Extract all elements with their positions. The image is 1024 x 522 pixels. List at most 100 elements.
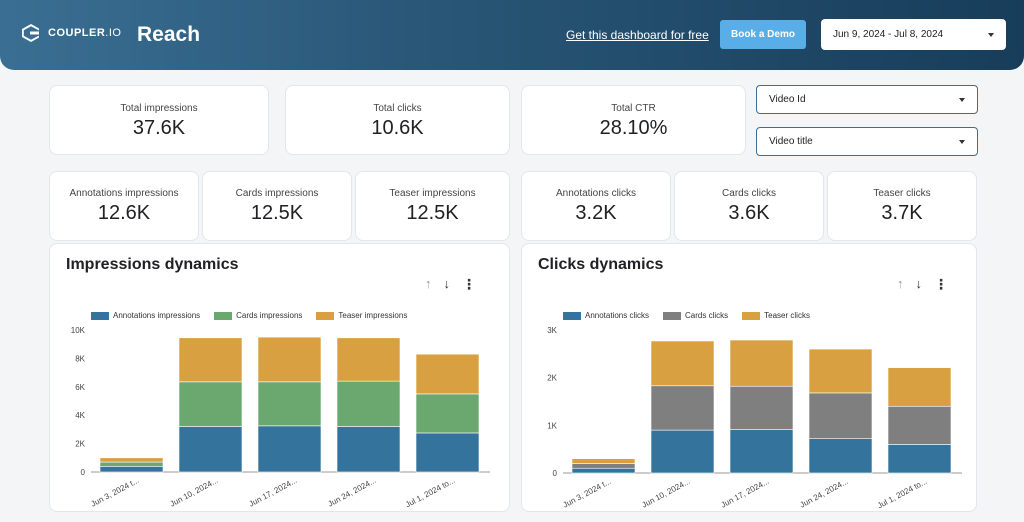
video-id-filter[interactable]: Video Id <box>756 85 978 114</box>
kpi-value: 28.10% <box>599 117 668 139</box>
kpi-value: 3.2K <box>575 202 617 224</box>
chevron-down-icon <box>959 139 965 144</box>
bar-segment <box>887 444 952 474</box>
chart-toolbar: ↑ ↓ ⋮ <box>897 276 948 292</box>
book-demo-button[interactable]: Book a Demo <box>720 20 806 49</box>
bar-segment <box>257 425 322 473</box>
bar-segment <box>729 339 794 387</box>
coupler-logo[interactable]: COUPLER.IO <box>20 22 121 44</box>
page-title: Reach <box>137 23 201 46</box>
dashboard-header: COUPLER.IO Reach Get this dashboard for … <box>0 0 1024 70</box>
y-tick-label: 2K <box>75 440 85 449</box>
y-tick-label: 4K <box>75 411 85 420</box>
sort-descending-icon[interactable]: ↓ <box>443 276 451 291</box>
bar-segment <box>650 385 715 431</box>
kpi-label: Total clicks <box>373 103 422 114</box>
bar-segment <box>650 429 715 474</box>
legend-swatch <box>742 311 761 320</box>
kpi-label: Cards clicks <box>722 188 776 199</box>
sort-descending-icon[interactable]: ↓ <box>915 276 923 291</box>
x-tick-label: Jun 10, 2024... <box>640 477 691 510</box>
bar-segment <box>808 438 873 474</box>
y-tick-label: 0 <box>81 468 86 477</box>
impressions-bar-chart: 0 2K 4K 6K 8K 10K Jun 3, 2024 t... Jun 10, 2024… <box>71 326 490 509</box>
legend-label: Teaser clicks <box>764 311 810 320</box>
x-tick-label: Jun 17, 2024... <box>247 476 298 509</box>
x-tick-label: Jun 17, 2024... <box>719 477 770 510</box>
y-tick-label: 8K <box>75 354 85 363</box>
y-tick-label: 6K <box>75 383 85 392</box>
legend-swatch <box>91 311 109 320</box>
kpi-value: 12.5K <box>406 202 459 224</box>
kpi-cards-clicks: Cards clicks 3.6K <box>674 171 824 241</box>
y-tick-label: 2K <box>547 374 557 383</box>
legend-item[interactable]: Annotations impressions <box>91 311 200 320</box>
kpi-label: Teaser clicks <box>873 188 931 199</box>
bar-segment <box>415 393 480 434</box>
coupler-logo-icon <box>22 24 39 42</box>
y-tick-label: 10K <box>71 326 86 335</box>
kpi-value: 3.7K <box>881 202 923 224</box>
bar-segment <box>257 336 322 383</box>
legend-swatch <box>214 311 233 320</box>
date-range-picker[interactable]: Jun 9, 2024 - Jul 8, 2024 <box>821 19 1006 50</box>
filter-label: Video title <box>769 136 813 147</box>
x-tick-label: Jul 1, 2024 to... <box>876 477 929 511</box>
kpi-label: Total impressions <box>120 103 198 114</box>
kpi-value: 12.6K <box>97 202 151 224</box>
legend-item[interactable]: Teaser clicks <box>742 311 810 320</box>
clicks-chart-panel: Clicks dynamics ↑ ↓ ⋮ Annotations clicks… <box>521 243 977 512</box>
legend-item[interactable]: Annotations clicks <box>563 311 649 320</box>
kpi-value: 37.6K <box>132 117 186 139</box>
logo-text: COUPLER.IO <box>48 27 122 39</box>
bar-segment <box>729 385 794 430</box>
bar-segment <box>571 458 636 464</box>
kpi-total-clicks: Total clicks 10.6K <box>285 85 510 155</box>
kpi-value: 3.6K <box>728 202 770 224</box>
legend-item[interactable]: Teaser impressions <box>316 311 407 320</box>
get-dashboard-link[interactable]: Get this dashboard for free <box>566 28 709 42</box>
legend-label: Annotations clicks <box>585 311 650 320</box>
sort-ascending-icon[interactable]: ↑ <box>425 276 432 291</box>
bar-segment <box>887 367 952 407</box>
bar-segment <box>99 466 164 473</box>
legend-swatch <box>316 311 335 320</box>
bar-segment <box>257 381 322 427</box>
sort-ascending-icon[interactable]: ↑ <box>897 276 904 291</box>
chart-legend: Annotations impressions Cards impression… <box>91 311 407 320</box>
more-options-icon[interactable]: ⋮ <box>934 276 948 292</box>
kpi-annotations-clicks: Annotations clicks 3.2K <box>521 171 671 241</box>
legend-label: Cards impressions <box>236 311 303 320</box>
chart-title: Impressions dynamics <box>66 256 239 273</box>
x-tick-label: Jun 3, 2024 t... <box>561 477 612 510</box>
kpi-teaser-clicks: Teaser clicks 3.7K <box>827 171 977 241</box>
bar-segment <box>650 340 715 387</box>
video-title-filter[interactable]: Video title <box>756 127 978 156</box>
chevron-down-icon <box>959 97 965 102</box>
kpi-total-ctr: Total CTR 28.10% <box>521 85 746 155</box>
kpi-label: Annotations clicks <box>555 188 637 199</box>
bar-segment <box>178 381 243 427</box>
kpi-cards-impressions: Cards impressions 12.5K <box>202 171 352 241</box>
kpi-label: Teaser impressions <box>389 188 476 199</box>
x-tick-label: Jun 24, 2024... <box>326 476 377 509</box>
chart-legend: Annotations clicks Cards clicks Teaser c… <box>563 311 810 320</box>
kpi-annotations-impressions: Annotations impressions 12.6K <box>49 171 199 241</box>
bar-segment <box>808 348 873 394</box>
legend-item[interactable]: Cards clicks <box>663 311 728 320</box>
chevron-down-icon <box>988 32 994 37</box>
impressions-chart-panel: Impressions dynamics ↑ ↓ ⋮ Annotations i… <box>49 243 510 512</box>
bar-segment <box>415 353 480 395</box>
bar-segment <box>571 467 636 474</box>
bar-segment <box>99 461 164 467</box>
bar-segment <box>178 337 243 383</box>
legend-item[interactable]: Cards impressions <box>214 311 302 320</box>
bar-segment <box>571 463 636 469</box>
bar-segment <box>336 337 401 382</box>
legend-swatch <box>563 311 581 320</box>
legend-label: Teaser impressions <box>338 311 408 320</box>
bar-segment <box>178 426 243 473</box>
chart-toolbar: ↑ ↓ ⋮ <box>425 276 476 292</box>
bar-segment <box>729 429 794 474</box>
more-options-icon[interactable]: ⋮ <box>462 276 476 292</box>
